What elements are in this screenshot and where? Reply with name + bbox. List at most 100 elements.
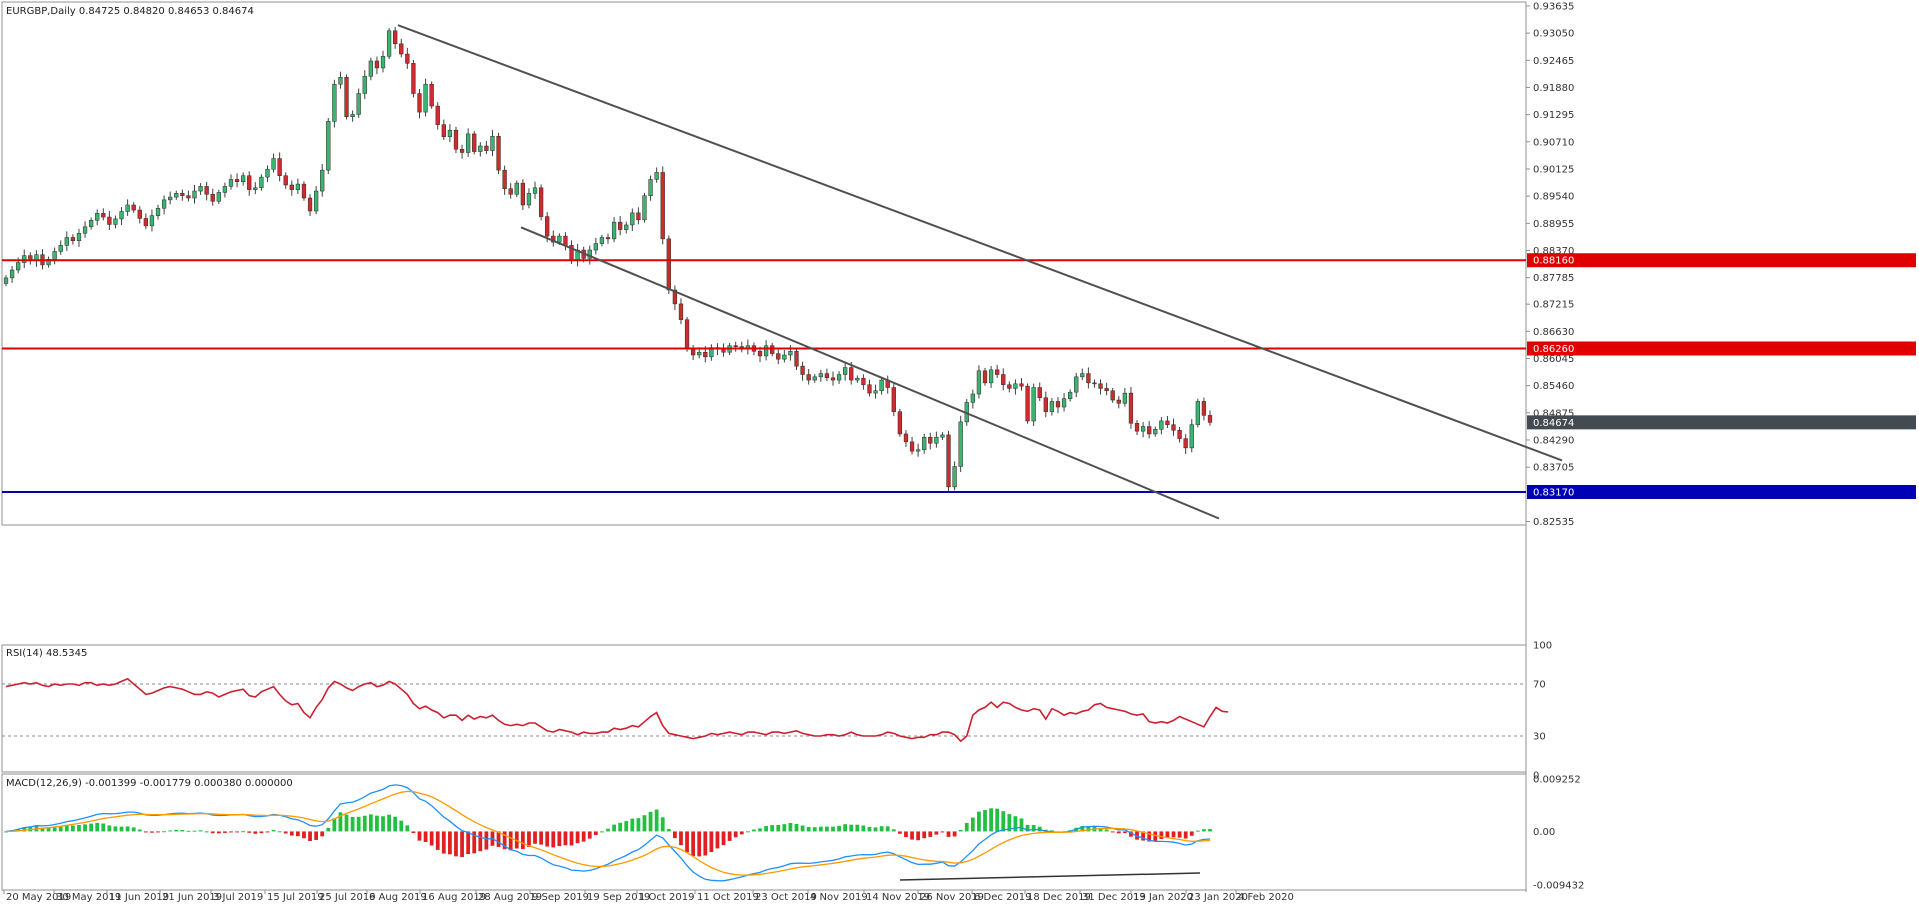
candle: [332, 83, 337, 122]
macd-histogram-bar: [1195, 830, 1200, 832]
macd-histogram-bar: [758, 828, 762, 832]
price-tick-label: 0.82535: [1533, 517, 1574, 528]
macd-histogram-bar: [812, 827, 817, 832]
macd-histogram-bar: [277, 831, 282, 833]
macd-histogram-bar: [40, 827, 45, 832]
candle: [843, 367, 848, 375]
macd-histogram-bar: [417, 831, 422, 841]
candle: [538, 187, 544, 217]
time-tick-label: 3 Jul 2019: [213, 892, 263, 903]
macd-histogram-bar: [1110, 831, 1115, 833]
candle: [435, 105, 440, 125]
candle: [1001, 374, 1006, 385]
candle: [1159, 420, 1164, 430]
candle: [800, 365, 805, 375]
candle: [1055, 401, 1061, 408]
candle: [459, 148, 465, 153]
candle: [399, 43, 404, 55]
candle: [380, 56, 386, 69]
candle: [344, 76, 349, 117]
macd-histogram-bar: [1098, 828, 1103, 832]
level-tag: [1527, 485, 1916, 500]
candle: [909, 441, 915, 452]
candle: [1074, 376, 1079, 393]
macd-histogram-bar: [581, 831, 586, 842]
candle: [101, 213, 106, 218]
candle: [654, 172, 659, 180]
macd-histogram-bar: [381, 816, 385, 832]
macd-histogram-bar: [1025, 824, 1030, 832]
macd-label: MACD(12,26,9) -0.001399 -0.001779 0.0003…: [6, 778, 293, 789]
candle: [1122, 392, 1128, 404]
time-tick-label: 28 Aug 2019: [478, 892, 542, 903]
candle: [1165, 420, 1170, 425]
candle: [496, 135, 501, 171]
macd-histogram-bar: [156, 831, 160, 833]
macd-histogram-bar: [1122, 831, 1127, 834]
candle: [447, 129, 453, 137]
macd-histogram-bar: [794, 823, 799, 832]
candle: [453, 129, 459, 150]
candle: [982, 370, 988, 384]
rsi-line: [5, 677, 1229, 743]
candle: [508, 188, 513, 195]
macd-histogram-bar: [168, 830, 173, 832]
candle: [915, 449, 921, 452]
macd-histogram-bar: [1153, 831, 1158, 841]
macd-histogram-bar: [709, 831, 714, 853]
macd-histogram-bar: [259, 831, 264, 834]
candle: [313, 190, 319, 212]
time-tick-label: 13 Jan 2020: [1133, 892, 1193, 903]
macd-histogram-bar: [861, 825, 866, 832]
candle: [660, 172, 665, 240]
macd-histogram-bar: [216, 831, 221, 834]
price-tick-label: 0.85460: [1533, 381, 1574, 392]
time-tick-label: 4 Nov 2019: [810, 892, 868, 903]
macd-histogram-bar: [107, 825, 112, 832]
price-tick-label: 0.88370: [1533, 246, 1574, 257]
candle: [58, 245, 63, 252]
macd-histogram-bar: [399, 820, 404, 832]
candle: [350, 114, 355, 117]
candle: [934, 436, 939, 444]
candle: [946, 434, 951, 488]
candle: [259, 176, 264, 189]
macd-histogram-bar: [1202, 829, 1206, 832]
panel-frame: [1, 644, 1527, 773]
level-tag: [1527, 341, 1916, 356]
candle: [922, 436, 927, 451]
price-tick-label: 0.86045: [1533, 354, 1574, 365]
candle: [836, 374, 842, 381]
candle: [222, 186, 228, 193]
macd-histogram-bar: [1104, 829, 1109, 832]
macd-histogram-bar: [344, 814, 349, 832]
candle: [666, 238, 671, 291]
time-tick-label: 25 Jul 2019: [319, 892, 376, 903]
candle: [125, 204, 130, 212]
candle: [788, 351, 793, 356]
price-tick-label: 0.92465: [1533, 56, 1574, 67]
candle: [940, 434, 945, 438]
candle: [770, 345, 775, 354]
macd-histogram-bar: [806, 826, 811, 832]
candle: [386, 30, 392, 57]
candle: [861, 377, 866, 385]
candle: [234, 179, 240, 183]
time-tick-label: 18 Dec 2019: [1027, 892, 1091, 903]
candle: [368, 60, 373, 77]
macd-histogram-bar: [733, 831, 738, 838]
time-tick-label: 30 May 2019: [56, 892, 121, 903]
time-tick-label: 21 Jun 2019: [162, 892, 222, 903]
candle: [3, 277, 9, 284]
macd-histogram-bar: [818, 826, 823, 832]
macd-histogram-bar: [691, 831, 696, 857]
macd-histogram-bar: [58, 826, 63, 832]
macd-histogram-bar: [1147, 831, 1152, 842]
time-tick-label: 11 Jun 2019: [109, 892, 169, 903]
time-tick-label: 23 Jan 2020: [1188, 892, 1248, 903]
macd-histogram-bar: [283, 831, 288, 834]
macd-histogram-bar: [703, 831, 708, 856]
candle: [684, 319, 690, 350]
macd-histogram-bar: [934, 831, 939, 835]
